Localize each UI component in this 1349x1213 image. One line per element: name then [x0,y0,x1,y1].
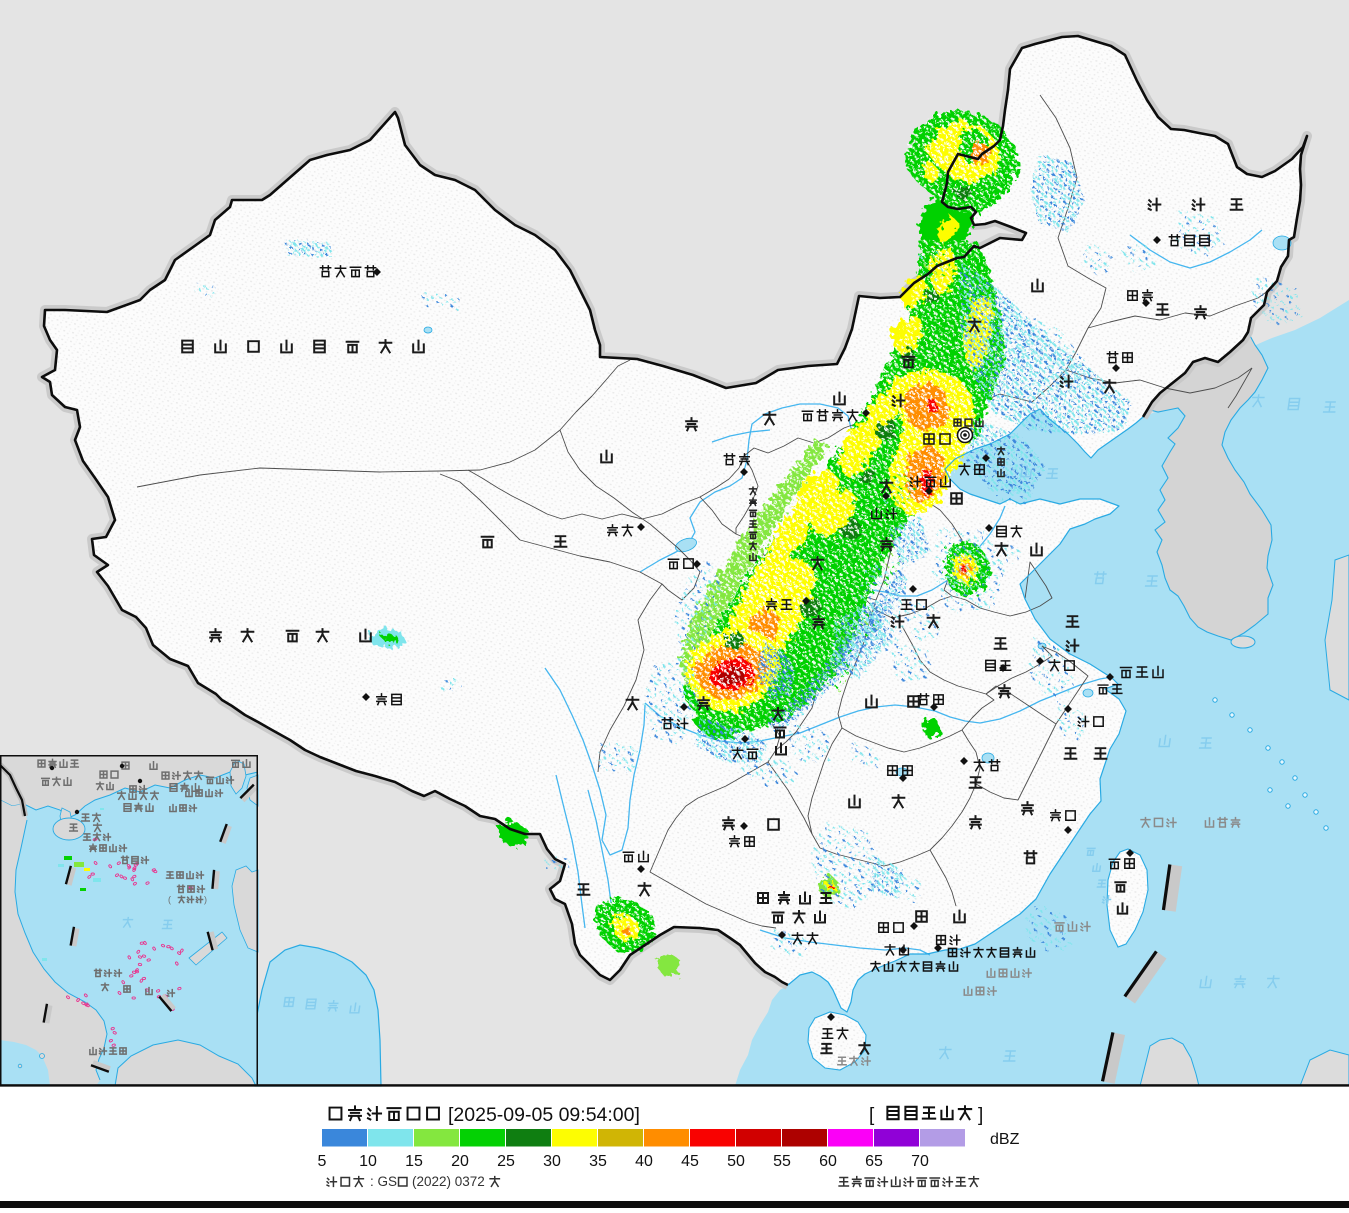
svg-text:50: 50 [727,1153,745,1170]
svg-text:[2025-09-05 09:54:00]: [2025-09-05 09:54:00] [448,1104,640,1126]
svg-text:70: 70 [911,1153,929,1170]
svg-text:5: 5 [318,1153,327,1170]
svg-text:30: 30 [543,1153,561,1170]
svg-text:: GS: : GS [370,1174,397,1189]
svg-text:dBZ: dBZ [990,1131,1020,1148]
svg-text:40: 40 [635,1153,653,1170]
svg-text:20: 20 [451,1153,469,1170]
svg-text:55: 55 [773,1153,791,1170]
svg-text:35: 35 [589,1153,607,1170]
svg-text:(2022) 0372: (2022) 0372 [412,1174,485,1189]
svg-text:15: 15 [405,1153,423,1170]
svg-text:60: 60 [819,1153,837,1170]
svg-text:45: 45 [681,1153,699,1170]
svg-text:65: 65 [865,1153,883,1170]
svg-text:10: 10 [359,1153,377,1170]
svg-text:]: ] [978,1105,983,1126]
svg-text:[: [ [869,1105,875,1126]
svg-text:(: ( [168,894,171,904]
svg-text:25: 25 [497,1153,515,1170]
svg-text:): ) [204,894,207,904]
